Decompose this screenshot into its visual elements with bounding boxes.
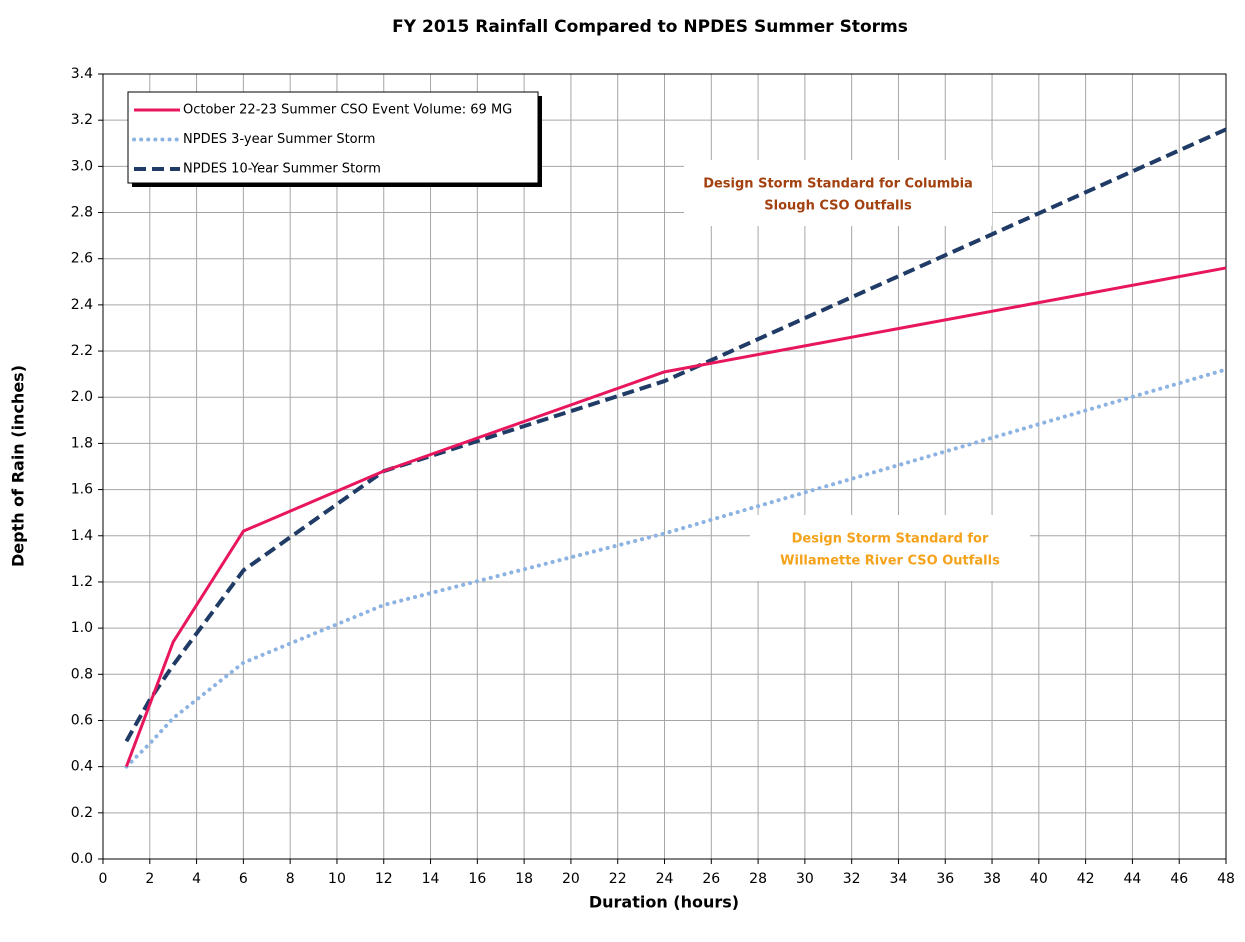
x-tick-label: 14 (422, 871, 440, 887)
y-tick-label: 1.0 (71, 620, 93, 636)
legend-label: NPDES 10-Year Summer Storm (183, 162, 381, 177)
y-tick-label: 1.8 (71, 435, 93, 451)
y-tick-label: 0.0 (71, 851, 93, 867)
x-tick-label: 34 (890, 871, 908, 887)
legend-label: October 22-23 Summer CSO Event Volume: 6… (183, 103, 512, 118)
x-tick-label: 8 (286, 871, 295, 887)
x-tick-label: 12 (375, 871, 393, 887)
x-tick-label: 20 (562, 871, 580, 887)
y-axis-label: Depth of Rain (inches) (9, 365, 28, 567)
annotation-text: Design Storm Standard for Columbia (703, 177, 973, 192)
x-tick-label: 6 (239, 871, 248, 887)
y-tick-label: 0.4 (71, 759, 93, 775)
x-tick-label: 30 (796, 871, 814, 887)
x-tick-label: 36 (936, 871, 954, 887)
y-tick-label: 3.4 (71, 66, 93, 82)
x-tick-label: 18 (515, 871, 533, 887)
x-tick-label: 42 (1077, 871, 1095, 887)
legend: October 22-23 Summer CSO Event Volume: 6… (127, 91, 542, 187)
legend-label: NPDES 3-year Summer Storm (183, 132, 375, 147)
x-tick-label: 48 (1217, 871, 1235, 887)
annotation-box (750, 515, 1030, 581)
x-tick-label: 4 (192, 871, 201, 887)
y-tick-label: 2.4 (71, 297, 93, 313)
x-tick-label: 32 (843, 871, 861, 887)
x-tick-label: 26 (702, 871, 720, 887)
x-tick-label: 10 (328, 871, 346, 887)
y-tick-label: 2.6 (71, 251, 93, 267)
chart-title: FY 2015 Rainfall Compared to NPDES Summe… (392, 17, 908, 37)
y-tick-label: 0.6 (71, 712, 93, 728)
annotation-text: Slough CSO Outfalls (764, 199, 912, 214)
y-tick-label: 2.0 (71, 389, 93, 405)
series-line (124, 266, 1227, 768)
x-tick-label: 44 (1124, 871, 1142, 887)
y-tick-label: 1.4 (71, 528, 93, 544)
plot-border (102, 73, 1227, 860)
y-tick-label: 0.2 (71, 805, 93, 821)
annotation-text: Design Storm Standard for (792, 532, 989, 547)
x-tick-label: 16 (468, 871, 486, 887)
y-tick-label: 3.0 (71, 158, 93, 174)
legend-box (127, 91, 539, 184)
y-tick-label: 2.8 (71, 205, 93, 221)
x-tick-label: 40 (1030, 871, 1048, 887)
x-tick-label: 46 (1170, 871, 1188, 887)
x-tick-label: 24 (656, 871, 674, 887)
y-tick-label: 0.8 (71, 666, 93, 682)
x-tick-label: 2 (145, 871, 154, 887)
x-tick-label: 28 (749, 871, 767, 887)
series-line (124, 127, 1227, 743)
y-tick-label: 1.6 (71, 482, 93, 498)
y-tick-label: 3.2 (71, 112, 93, 128)
y-tick-label: 2.2 (71, 343, 93, 359)
x-tick-label: 38 (983, 871, 1001, 887)
x-tick-label: 22 (609, 871, 627, 887)
x-axis-label: Duration (hours) (589, 893, 739, 912)
annotation-box (684, 160, 992, 226)
series-line (124, 367, 1228, 769)
x-tick-label: 0 (99, 871, 108, 887)
y-tick-label: 1.2 (71, 574, 93, 590)
annotation-text: Willamette River CSO Outfalls (780, 554, 1000, 569)
